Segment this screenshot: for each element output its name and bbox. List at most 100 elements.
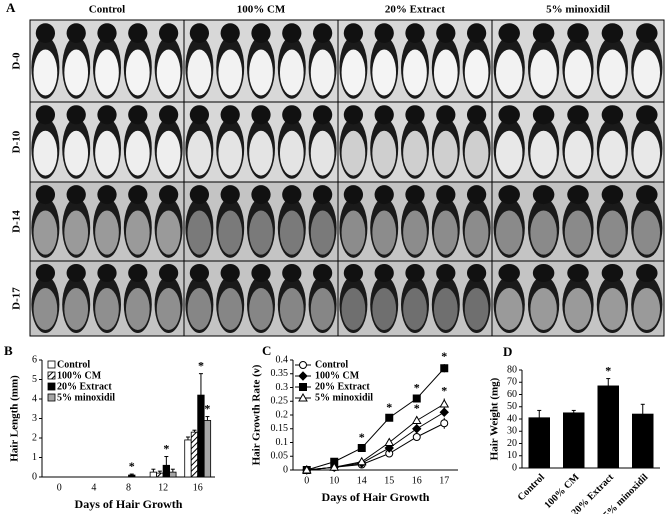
mouse-back [599,288,626,330]
mouse-head [66,105,86,125]
mouse-head [282,23,302,43]
mouse-head [567,185,589,205]
panel-label: C [262,343,271,358]
marker [299,383,307,391]
mouse-back [279,49,304,96]
mouse-back [33,288,58,330]
mouse-back [187,130,212,176]
mouse-back [530,130,557,176]
mouse-head [128,185,148,205]
legend-swatch [47,382,56,391]
mouse-head [189,23,210,43]
mouse-back [403,49,427,96]
significance: * [414,381,420,395]
mouse-back [564,210,592,255]
legend-swatch [47,371,56,380]
mouse-head [128,105,148,125]
x-tick-label: 10 [329,475,339,486]
x-tick-label: 0 [304,475,309,486]
mouse-back [433,210,458,255]
marker [301,464,312,474]
y-tick-label: 4 [32,393,37,404]
legend-label: 100% CM [57,370,102,381]
mouse-back [403,130,427,176]
bar [190,431,199,478]
mouse-head [436,185,456,205]
y-axis-label: Hair Weight (mg) [489,377,501,460]
mouse-back [249,210,273,255]
mouse-head [466,185,487,205]
mouse-head [35,264,56,282]
y-tick-label: 30 [507,426,517,437]
mouse-back [156,49,181,96]
y-tick-label: 10 [507,450,517,461]
mouse-head [636,264,658,282]
y-tick-label: 1 [32,452,37,463]
mouse-head [436,105,456,125]
mouse-head [97,264,117,282]
significance: * [198,358,204,372]
marker [329,462,340,471]
mouse-back [433,288,458,330]
marker [412,433,421,441]
mouse-back [530,210,557,255]
mouse-head [636,185,658,205]
mouse-back [310,210,335,255]
mouse-back [495,210,523,255]
x-tick-label: 12 [158,482,168,493]
mouse-head [282,105,302,125]
mouse-back [64,49,89,96]
y-tick-label: 70 [507,377,517,388]
mouse-head [189,264,210,282]
mouse-head [405,105,425,125]
mouse-back [279,210,304,255]
mouse-back [279,288,304,330]
mouse-back [495,130,523,176]
legend-label: 100% CM [315,370,360,381]
mouse-head [97,185,117,205]
mouse-head [220,264,240,282]
mouse-head [158,23,179,43]
series-line [306,422,445,471]
y-tick-label: 0 [512,462,517,473]
mouse-head [343,105,364,125]
mouse-head [66,23,86,43]
marker [356,456,367,466]
x-tick-label: 17 [439,475,449,486]
x-tick-label: 4 [91,482,96,493]
mouse-back [249,288,273,330]
mouse-head [312,23,333,43]
mouse-head [282,185,302,205]
row-label: D-14 [11,210,23,233]
row-label: D-10 [11,130,23,153]
mouse-back [156,210,181,255]
y-tick-label: 3 [32,413,37,424]
mouse-back [156,288,181,330]
mouse-back [372,210,397,255]
bar [597,385,620,469]
mouse-head [66,185,86,205]
mouse-head [601,105,624,125]
mouse-head [636,105,658,125]
mouse-head [343,23,364,43]
y-tick-label: 0.05 [271,451,289,462]
mouse-back [341,49,366,96]
legend-label: 5% minoxidil [315,392,373,403]
bar [184,439,192,478]
mouse-head [532,105,555,125]
mouse-back [125,49,150,96]
mouse-head [374,23,394,43]
series-line [306,411,445,471]
bar [203,420,212,478]
mouse-head [251,264,271,282]
mouse-back [564,288,592,330]
y-tick-label: 50 [507,401,517,412]
mouse-head [128,23,148,43]
mouse-head [189,105,210,125]
mouse-head [251,105,271,125]
mouse-head [532,264,555,282]
legend-label: Control [57,359,90,370]
y-tick-label: 0.1 [276,437,289,448]
y-tick-label: 0 [283,464,288,475]
